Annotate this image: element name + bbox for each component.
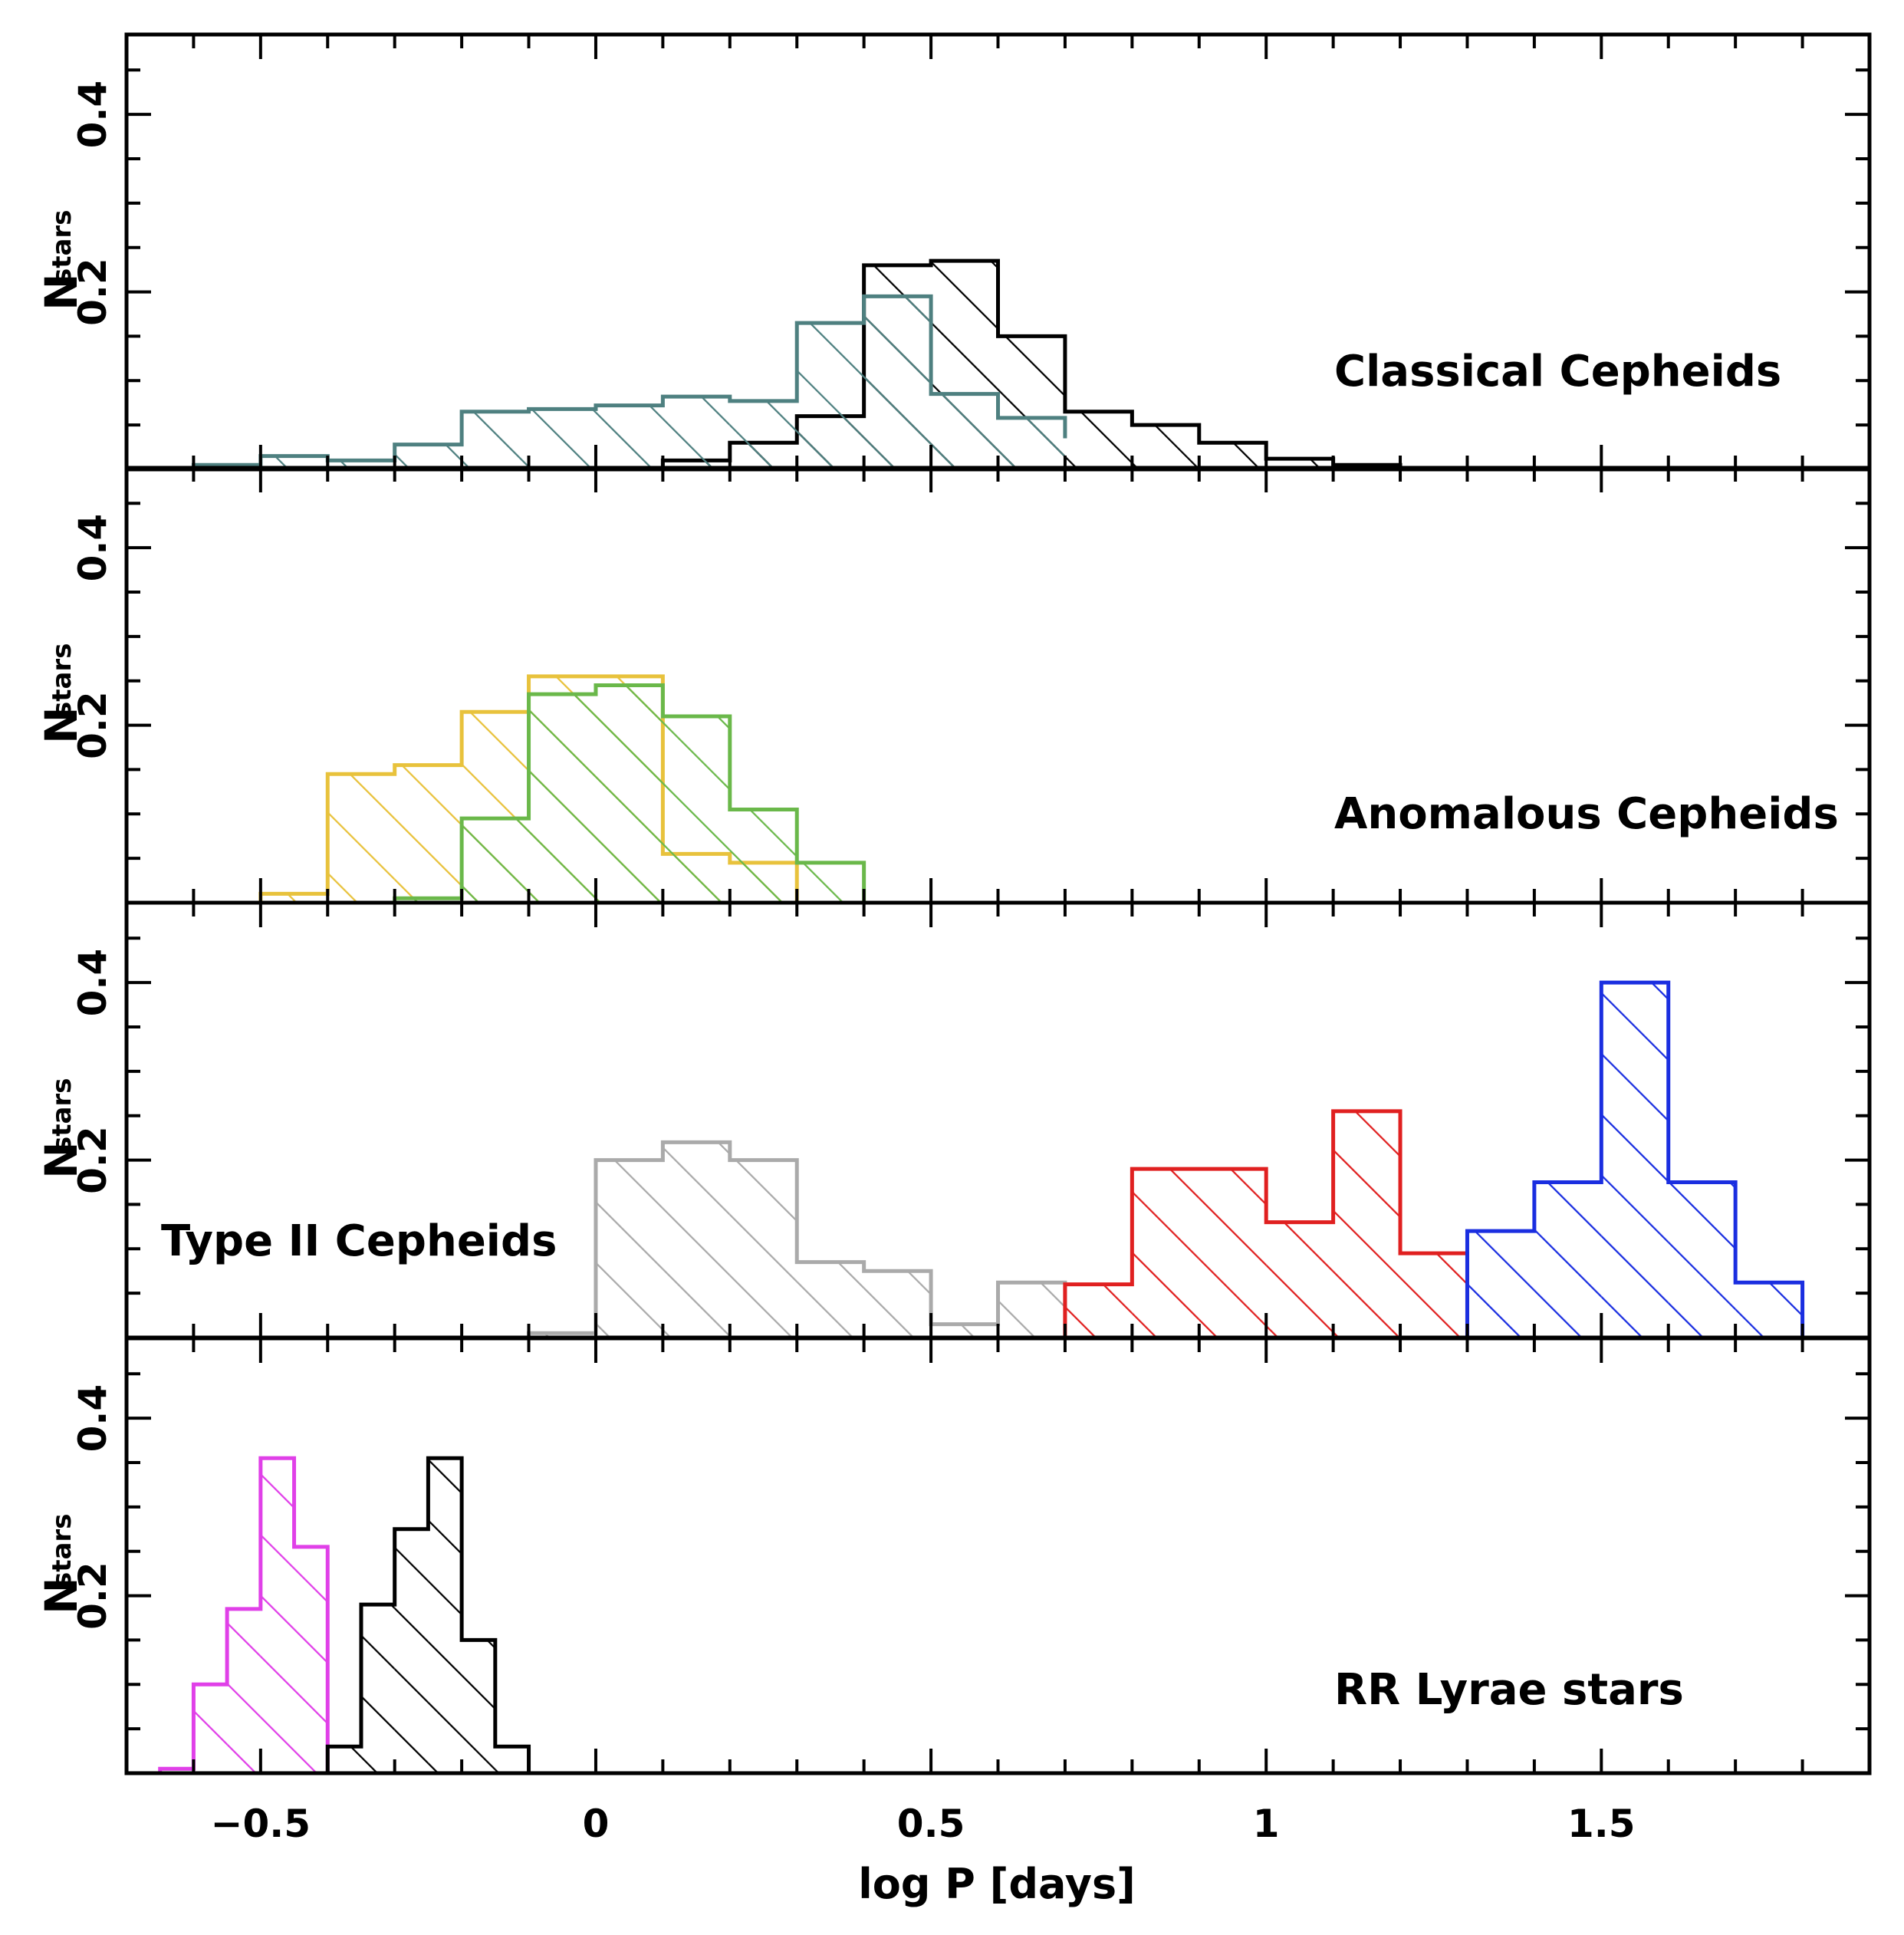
series-2-rr-lyrae-stars [325, 1456, 531, 1773]
panel-label-anomalous-cepheids: Anomalous Cepheids [1334, 789, 1839, 839]
bar-classical-cepheids-s2-12 [931, 393, 998, 469]
outline-anomalous-cepheids-s2 [393, 683, 867, 903]
bar-classical-cepheids-s2-9 [729, 400, 797, 469]
bar-classical-cepheids-s2-11 [863, 296, 932, 469]
y-tick-label: 0.2 [71, 691, 115, 759]
y-tick-label: 0.4 [71, 514, 115, 582]
y-axis-title-subscript: stars [47, 1078, 77, 1152]
series-2-classical-cepheids [191, 294, 1067, 469]
bar-type-ii-cepheids-s1-1 [528, 1333, 596, 1338]
series-2-type-ii-cepheids [1063, 1109, 1469, 1338]
y-axis-title-subscript: stars [47, 210, 77, 284]
bar-type-ii-cepheids-s1-2 [595, 1160, 663, 1338]
bar-type-ii-cepheids-s3-4 [1668, 1182, 1736, 1338]
y-axis-title-subscript: stars [47, 1514, 77, 1588]
y-tick-label: 0.4 [71, 1384, 115, 1453]
bar-type-ii-cepheids-s3-5 [1735, 1282, 1803, 1338]
y-axis-title: N [35, 706, 87, 744]
bar-classical-cepheids-s2-10 [797, 323, 864, 469]
bar-rr-lyrae-stars-s2-6 [495, 1746, 529, 1773]
bar-anomalous-cepheids-s2-4 [595, 685, 663, 903]
bar-type-ii-cepheids-s1-5 [797, 1262, 864, 1338]
bar-classical-cepheids-s2-8 [663, 397, 730, 469]
y-axis-title: N [35, 273, 87, 311]
bar-type-ii-cepheids-s1-7 [931, 1324, 998, 1338]
bar-type-ii-cepheids-s1-8 [998, 1282, 1065, 1338]
bar-rr-lyrae-stars-s2-2 [360, 1604, 395, 1773]
bar-type-ii-cepheids-s1-3 [663, 1142, 730, 1338]
y-tick-label: 0.4 [71, 81, 115, 149]
bar-type-ii-cepheids-s2-3 [1199, 1169, 1267, 1338]
bar-classical-cepheids-s2-4 [394, 444, 462, 469]
y-axis-title: N [35, 1141, 87, 1179]
y-tick-label: 0.4 [71, 949, 115, 1017]
bar-classical-cepheids-s2-3 [327, 460, 395, 469]
y-tick-label: 0.2 [71, 1561, 115, 1630]
x-tick-label: 1.5 [1567, 1802, 1636, 1846]
outline-type-ii-cepheids-s3 [1465, 980, 1805, 1338]
bar-anomalous-cepheids-s1-3 [394, 765, 462, 903]
bar-type-ii-cepheids-s1-4 [729, 1160, 797, 1338]
y-tick-label: 0.2 [71, 258, 115, 326]
x-tick-label: 0 [583, 1802, 610, 1846]
series-3-type-ii-cepheids [1465, 980, 1805, 1338]
bar-anomalous-cepheids-s2-3 [528, 694, 596, 903]
bar-type-ii-cepheids-s3-3 [1601, 982, 1669, 1338]
bar-rr-lyrae-stars-s2-1 [327, 1746, 361, 1773]
panel-label-classical-cepheids: Classical Cepheids [1334, 347, 1781, 397]
series-1-type-ii-cepheids [527, 1140, 1067, 1338]
bar-anomalous-cepheids-s1-2 [327, 774, 395, 903]
bar-anomalous-cepheids-s1-1 [260, 893, 328, 903]
panel-label-type-ii-cepheids: Type II Cepheids [161, 1216, 557, 1266]
outline-rr-lyrae-stars-s1 [158, 1456, 330, 1773]
x-axis-title: log P [days] [858, 1860, 1136, 1908]
bar-anomalous-cepheids-s2-6 [729, 809, 797, 903]
y-axis-title: N [35, 1577, 87, 1614]
bar-rr-lyrae-stars-s2-4 [428, 1458, 462, 1773]
bar-classical-cepheids-s2-7 [595, 405, 663, 469]
bar-classical-cepheids-s2-5 [462, 411, 529, 469]
bar-type-ii-cepheids-s2-4 [1266, 1222, 1333, 1338]
bar-anomalous-cepheids-s2-7 [797, 862, 864, 903]
bar-classical-cepheids-s2-13 [998, 417, 1065, 469]
bar-classical-cepheids-s1-7 [1064, 411, 1133, 469]
outline-type-ii-cepheids-s2 [1063, 1109, 1469, 1338]
bar-type-ii-cepheids-s2-1 [1064, 1284, 1133, 1338]
outline-type-ii-cepheids-s1 [527, 1140, 1067, 1338]
bar-type-ii-cepheids-s2-2 [1132, 1169, 1199, 1338]
bar-rr-lyrae-stars-s1-5 [294, 1546, 328, 1773]
y-tick-label: 0.2 [71, 1126, 115, 1194]
bar-type-ii-cepheids-s3-1 [1467, 1231, 1534, 1338]
x-tick-label: −0.5 [211, 1802, 311, 1846]
bar-rr-lyrae-stars-s2-3 [394, 1529, 429, 1773]
bar-type-ii-cepheids-s2-6 [1400, 1253, 1468, 1338]
series-2-anomalous-cepheids [393, 683, 867, 903]
outline-rr-lyrae-stars-s2 [325, 1456, 531, 1773]
y-axis-title-subscript: stars [47, 643, 77, 717]
bar-type-ii-cepheids-s2-5 [1333, 1111, 1401, 1338]
bar-classical-cepheids-s1-9 [1199, 443, 1267, 469]
bar-rr-lyrae-stars-s1-2 [193, 1684, 228, 1773]
bar-classical-cepheids-s2-6 [528, 409, 596, 469]
bar-rr-lyrae-stars-s1-1 [159, 1769, 194, 1773]
bar-classical-cepheids-s1-8 [1132, 425, 1199, 469]
bar-rr-lyrae-stars-s2-5 [462, 1640, 495, 1773]
series-1-rr-lyrae-stars [158, 1456, 330, 1773]
bar-anomalous-cepheids-s2-1 [394, 898, 462, 903]
bar-rr-lyrae-stars-s1-4 [260, 1458, 294, 1773]
bar-type-ii-cepheids-s3-2 [1534, 1182, 1602, 1338]
x-tick-label: 0.5 [897, 1802, 965, 1846]
bar-rr-lyrae-stars-s1-3 [227, 1608, 261, 1773]
panel-label-rr-lyrae-stars: RR Lyrae stars [1334, 1665, 1684, 1715]
bar-anomalous-cepheids-s2-2 [462, 818, 529, 903]
bar-anomalous-cepheids-s2-5 [663, 716, 730, 903]
x-tick-label: 1 [1253, 1802, 1280, 1846]
bar-type-ii-cepheids-s1-6 [863, 1271, 932, 1338]
